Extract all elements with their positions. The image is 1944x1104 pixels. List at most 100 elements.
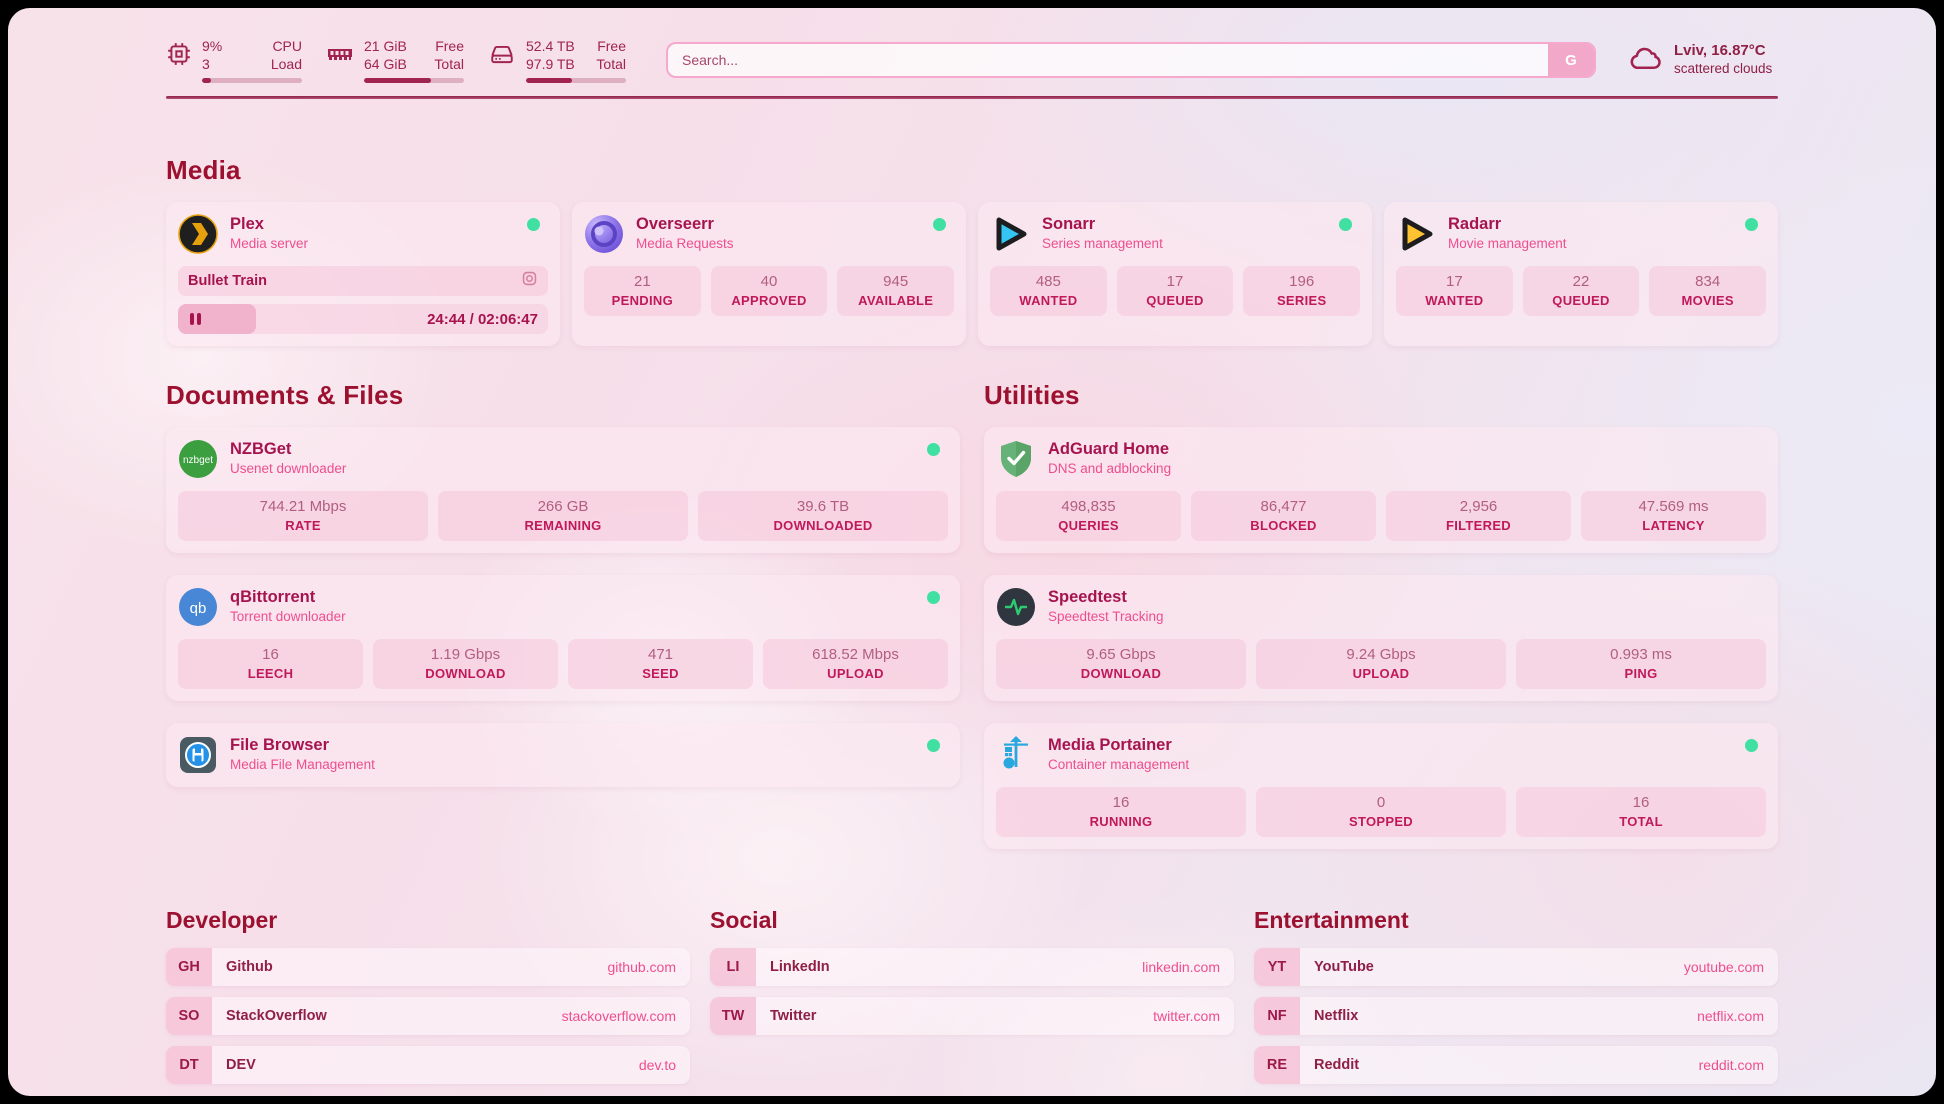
overseerr-status-dot <box>933 218 946 231</box>
twitter-badge: TW <box>710 997 756 1035</box>
session-target-icon <box>521 270 538 292</box>
plex-subtitle: Media server <box>230 236 309 251</box>
sonarr-subtitle: Series management <box>1042 236 1163 251</box>
cpu-progress-track <box>202 77 302 83</box>
overseerr-stat-pending: 21 PENDING <box>584 266 701 316</box>
speedtest-stat-ping: 0.993 ms PING <box>1516 639 1766 689</box>
svg-text:qb: qb <box>190 600 207 617</box>
pause-icon[interactable] <box>190 313 201 325</box>
dashboard-frame: 9% CPU 3 Load 21 GiB Free 64 GiB Total <box>8 8 1936 1096</box>
adguard-stat-queries: 498,835 QUERIES <box>996 491 1181 541</box>
bookmark-stackoverflow[interactable]: SO StackOverflow stackoverflow.com <box>166 997 690 1035</box>
cpu-label: CPU <box>272 37 302 54</box>
ram-stat: 21 GiB Free 64 GiB Total <box>326 38 464 83</box>
search-engine-button[interactable]: G <box>1548 44 1594 76</box>
adguard-card[interactable]: AdGuard Home DNS and adblocking 498,835 Q… <box>984 427 1778 553</box>
system-stats: 9% CPU 3 Load 21 GiB Free 64 GiB Total <box>166 38 626 83</box>
cpu-icon <box>166 38 192 72</box>
adguard-icon <box>996 439 1036 479</box>
filebrowser-subtitle: Media File Management <box>230 757 375 772</box>
disk-progress-fill <box>526 77 572 83</box>
social-section-title: Social <box>710 907 778 933</box>
reddit-name: Reddit <box>1314 1057 1360 1073</box>
portainer-icon <box>996 735 1036 775</box>
portainer-title: Media Portainer <box>1048 736 1172 754</box>
bookmark-twitter[interactable]: TW Twitter twitter.com <box>710 997 1234 1035</box>
youtube-url: youtube.com <box>1683 959 1764 975</box>
section-media: Media Plex Media server <box>166 155 1778 346</box>
nzbget-stat-rate: 744.21 Mbps RATE <box>178 491 428 541</box>
overseerr-stat-approved: 40 APPROVED <box>710 266 828 316</box>
qbittorrent-title: qBittorrent <box>230 588 316 606</box>
dev-url: dev.to <box>638 1057 676 1073</box>
entertainment-section-title: Entertainment <box>1254 907 1409 933</box>
stackoverflow-badge: SO <box>166 997 212 1035</box>
speedtest-card[interactable]: Speedtest Speedtest Tracking 9.65 Gbps DO… <box>984 575 1778 701</box>
disk-icon <box>488 38 516 72</box>
github-name: Github <box>226 959 273 975</box>
stackoverflow-url: stackoverflow.com <box>561 1008 676 1024</box>
bookmark-youtube[interactable]: YT YouTube youtube.com <box>1254 948 1778 986</box>
disk-total-label: Total <box>596 55 626 72</box>
speedtest-icon <box>996 587 1036 627</box>
netflix-name: Netflix <box>1314 1008 1359 1024</box>
weather-condition: scattered clouds <box>1674 61 1773 76</box>
nzbget-icon: nzbget <box>178 439 218 479</box>
section-developer: Developer GH Github github.com SO StackO… <box>166 907 690 1095</box>
section-social: Social LI LinkedIn linkedin.com TW Twitt… <box>710 907 1234 1095</box>
ram-progress-fill <box>364 77 431 83</box>
cpu-progress-fill <box>202 77 211 83</box>
speedtest-title: Speedtest <box>1048 588 1127 606</box>
weather-location-temp: Lviv, 16.87°C <box>1674 42 1766 59</box>
section-entertainment: Entertainment YT YouTube youtube.com NF … <box>1254 907 1778 1095</box>
nzbget-subtitle: Usenet downloader <box>230 461 347 476</box>
bookmark-netflix[interactable]: NF Netflix netflix.com <box>1254 997 1778 1035</box>
developer-section-title: Developer <box>166 907 278 933</box>
media-section-title: Media <box>166 155 241 185</box>
plex-title: Plex <box>230 215 264 233</box>
search-input[interactable] <box>668 52 1548 68</box>
disk-stat: 52.4 TB Free 97.9 TB Total <box>488 38 626 83</box>
cpu-usage: 9% <box>202 37 223 54</box>
bookmark-github[interactable]: GH Github github.com <box>166 948 690 986</box>
twitter-name: Twitter <box>770 1008 817 1024</box>
plex-session-title: Bullet Train <box>188 273 267 289</box>
documents-section-title: Documents & Files <box>166 380 404 410</box>
filebrowser-status-dot <box>927 739 940 752</box>
radarr-stat-wanted: 17 WANTED <box>1396 266 1513 316</box>
speedtest-stat-upload: 9.24 Gbps UPLOAD <box>1256 639 1506 689</box>
qbittorrent-stat-upload: 618.52 Mbps UPLOAD <box>763 639 948 689</box>
nzbget-card[interactable]: nzbget NZBGet Usenet downloader 744.21 M… <box>166 427 960 553</box>
sonarr-stat-wanted: 485 WANTED <box>990 266 1107 316</box>
twitter-url: twitter.com <box>1153 1008 1220 1024</box>
linkedin-url: linkedin.com <box>1142 959 1220 975</box>
sonarr-stat-series: 196 SERIES <box>1243 266 1361 316</box>
nzbget-stat-downloaded: 39.6 TB DOWNLOADED <box>698 491 948 541</box>
filebrowser-card[interactable]: File Browser Media File Management <box>166 723 960 787</box>
qbittorrent-card[interactable]: qb qBittorrent Torrent downloader 16 LEEC… <box>166 575 960 701</box>
search-bar: G <box>666 42 1596 78</box>
bookmark-linkedin[interactable]: LI LinkedIn linkedin.com <box>710 948 1234 986</box>
portainer-subtitle: Container management <box>1048 757 1190 772</box>
ram-total-label: Total <box>434 55 464 72</box>
portainer-card[interactable]: Media Portainer Container management 16 R… <box>984 723 1778 849</box>
plex-playback-progress: 24:44 / 02:06:47 <box>178 304 548 334</box>
bookmark-reddit[interactable]: RE Reddit reddit.com <box>1254 1046 1778 1084</box>
portainer-stat-stopped: 0 STOPPED <box>1256 787 1506 837</box>
svg-text:nzbget: nzbget <box>183 455 213 466</box>
disk-free-label: Free <box>597 37 626 54</box>
adguard-stat-filtered: 2,956 FILTERED <box>1386 491 1571 541</box>
overseerr-card[interactable]: Overseerr Media Requests 21 PENDING 40 APP… <box>572 202 966 346</box>
stackoverflow-name: StackOverflow <box>226 1008 327 1024</box>
sonarr-card[interactable]: Sonarr Series management 485 WANTED 17 QUE… <box>978 202 1372 346</box>
bookmark-dev[interactable]: DT DEV dev.to <box>166 1046 690 1084</box>
plex-card[interactable]: Plex Media server Bullet Train <box>166 202 560 346</box>
adguard-title: AdGuard Home <box>1048 440 1170 458</box>
radarr-card[interactable]: Radarr Movie management 17 WANTED 22 QUEUE… <box>1384 202 1778 346</box>
dev-badge: DT <box>166 1046 212 1084</box>
disk-free: 52.4 TB <box>526 37 575 54</box>
ram-icon <box>326 38 354 72</box>
portainer-stat-running: 16 RUNNING <box>996 787 1246 837</box>
qbittorrent-subtitle: Torrent downloader <box>230 609 346 624</box>
disk-total: 97.9 TB <box>526 55 575 72</box>
